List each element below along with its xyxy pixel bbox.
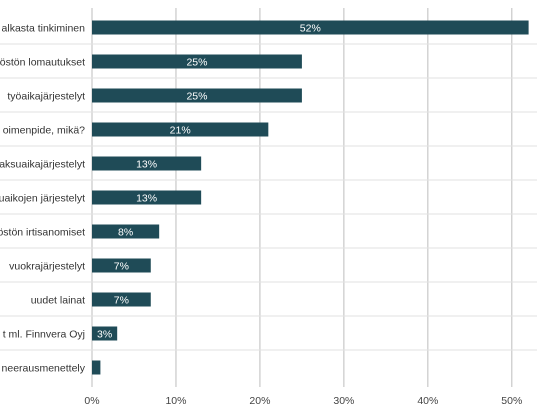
category-label: neerausmenettely [2,363,86,375]
value-label: 13% [136,159,157,171]
value-label: 7% [114,295,129,307]
bar [92,88,302,103]
category-label: t ml. Finnvera Oyj [3,329,85,341]
bar [92,54,302,69]
x-tick-label: 20% [249,395,270,407]
value-label: 3% [97,329,112,341]
bar [92,360,101,375]
category-label: oimenpide, mikä? [3,125,85,137]
value-label: 8% [118,227,133,239]
bar [92,258,151,273]
bar [92,122,269,137]
category-label: uudet lainat [31,295,85,307]
bar [92,326,118,341]
value-label: 52% [300,23,321,35]
x-tick-label: 0% [84,395,99,407]
value-label: 13% [136,193,157,205]
category-label: östön irtisanomiset [0,227,85,239]
x-tick-label: 10% [165,395,186,407]
bar [92,224,160,239]
category-label: östön lomautukset [0,57,85,69]
bar [92,156,202,171]
value-label: 25% [186,57,207,69]
bar [92,190,202,205]
bar [92,292,151,307]
category-label: työaikajärjestelyt [7,91,85,103]
value-label: 25% [186,91,207,103]
category-label: alkasta tinkiminen [2,23,86,35]
x-tick-label: 40% [417,395,438,407]
category-label: vuokrajärjestelyt [9,261,85,273]
x-tick-label: 50% [501,395,522,407]
category-label: aksuaikajärjestelyt [0,159,85,171]
category-label: uaikojen järjestelyt [0,193,85,205]
bar [92,20,529,35]
value-label: 7% [114,261,129,273]
x-tick-label: 30% [333,395,354,407]
value-label: 21% [170,125,191,137]
